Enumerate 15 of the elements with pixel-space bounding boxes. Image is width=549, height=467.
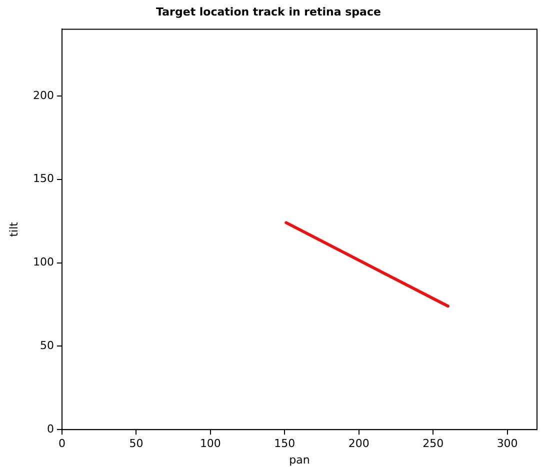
y-tick-label: 100 [33,256,54,269]
y-tick-label: 50 [40,339,54,352]
y-tick-label: 0 [47,422,54,436]
y-tick-label: 150 [33,172,54,186]
x-tick-label: 300 [496,437,518,450]
x-tick-label: 50 [129,437,144,450]
x-tick-label: 250 [422,437,444,450]
x-tick-label: 0 [58,437,66,450]
x-tick-label: 100 [200,437,221,450]
y-axis-title: tilt [7,221,20,237]
y-tick-label: 200 [33,88,54,102]
chart-title: Target location track in retina space [156,5,381,18]
x-tick-label: 150 [274,437,296,450]
x-tick-label: 200 [348,437,370,450]
x-axis-title: pan [289,453,310,466]
